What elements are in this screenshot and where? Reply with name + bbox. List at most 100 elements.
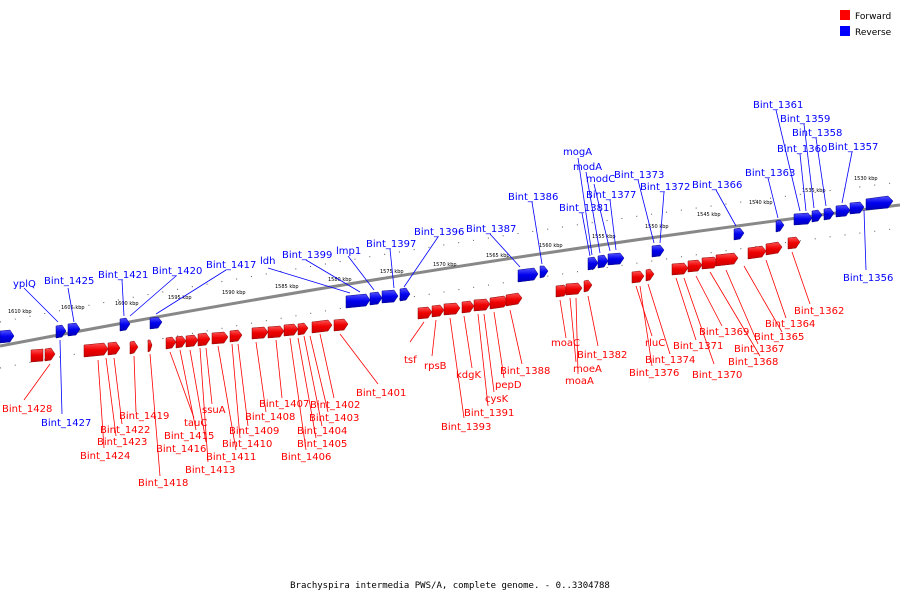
gene-arrow[interactable] bbox=[30, 348, 44, 363]
gene-label[interactable]: Bint_1417 bbox=[206, 260, 256, 271]
gene-arrow[interactable] bbox=[565, 282, 583, 296]
gene-arrow[interactable] bbox=[55, 324, 67, 339]
gene-arrow[interactable] bbox=[283, 323, 299, 337]
gene-arrow[interactable] bbox=[651, 244, 665, 258]
gene-arrow[interactable] bbox=[787, 236, 801, 250]
gene-label[interactable]: Bint_1415 bbox=[164, 431, 214, 442]
gene-arrow[interactable] bbox=[849, 201, 865, 215]
gene-arrow[interactable] bbox=[517, 267, 539, 283]
gene-label[interactable]: tauC bbox=[184, 418, 207, 429]
gene-label[interactable]: rpsB bbox=[424, 361, 447, 372]
gene-arrow[interactable] bbox=[185, 334, 199, 348]
gene-arrow[interactable] bbox=[175, 335, 187, 349]
gene-label[interactable]: Bint_1386 bbox=[508, 192, 558, 203]
gene-label[interactable]: Bint_1367 bbox=[734, 344, 784, 355]
gene-label[interactable]: Bint_1388 bbox=[500, 366, 550, 377]
gene-label[interactable]: Bint_1361 bbox=[753, 100, 803, 111]
gene-label[interactable]: Bint_1423 bbox=[97, 437, 147, 448]
gene-arrow[interactable] bbox=[267, 325, 285, 339]
gene-label[interactable]: Bint_1406 bbox=[281, 452, 331, 463]
gene-label[interactable]: modC bbox=[586, 174, 615, 185]
gene-arrow[interactable] bbox=[765, 241, 783, 256]
gene-label[interactable]: moeA bbox=[573, 364, 602, 375]
gene-arrow[interactable] bbox=[129, 340, 139, 355]
gene-label[interactable]: Bint_1377 bbox=[586, 190, 636, 201]
gene-label[interactable]: Bint_1397 bbox=[366, 239, 416, 250]
gene-arrow[interactable] bbox=[747, 245, 767, 260]
gene-label[interactable]: Bint_1382 bbox=[577, 350, 627, 361]
gene-label[interactable]: modA bbox=[573, 162, 602, 173]
gene-arrow[interactable] bbox=[733, 227, 745, 241]
gene-arrow[interactable] bbox=[107, 341, 121, 356]
gene-label[interactable]: Bint_1370 bbox=[692, 370, 742, 381]
gene-label[interactable]: Bint_1359 bbox=[780, 114, 830, 125]
gene-label[interactable]: Bint_1360 bbox=[777, 144, 827, 155]
gene-arrow[interactable] bbox=[67, 322, 81, 337]
gene-arrow[interactable] bbox=[417, 306, 433, 320]
gene-arrow[interactable] bbox=[44, 347, 56, 362]
gene-label[interactable]: Bint_1368 bbox=[728, 357, 778, 368]
gene-arrow[interactable] bbox=[645, 268, 655, 282]
gene-label[interactable]: lmp1 bbox=[336, 246, 361, 257]
gene-arrow[interactable] bbox=[297, 322, 309, 336]
gene-label[interactable]: tsf bbox=[404, 355, 417, 366]
gene-arrow[interactable] bbox=[473, 298, 491, 312]
gene-arrow[interactable] bbox=[607, 252, 625, 266]
gene-label[interactable]: Bint_1407 bbox=[259, 399, 309, 410]
gene-arrow[interactable] bbox=[333, 318, 349, 332]
gene-arrow[interactable] bbox=[823, 207, 835, 221]
gene-label[interactable]: moaC bbox=[551, 338, 580, 349]
gene-label[interactable]: Bint_1396 bbox=[414, 227, 464, 238]
gene-label[interactable]: Bint_1387 bbox=[466, 224, 516, 235]
gene-label[interactable]: Bint_1358 bbox=[792, 128, 842, 139]
gene-arrow[interactable] bbox=[165, 336, 177, 350]
gene-label[interactable]: Bint_1418 bbox=[138, 478, 188, 489]
gene-label[interactable]: Bint_1372 bbox=[640, 182, 690, 193]
gene-label[interactable]: Bint_1373 bbox=[614, 170, 664, 181]
gene-label[interactable]: Bint_1416 bbox=[156, 444, 206, 455]
gene-arrow[interactable] bbox=[835, 204, 851, 218]
gene-arrow[interactable] bbox=[0, 329, 15, 344]
gene-label[interactable]: Bint_1374 bbox=[645, 355, 695, 366]
gene-label[interactable]: Bint_1363 bbox=[745, 168, 795, 179]
gene-arrow[interactable] bbox=[381, 289, 399, 304]
gene-arrow[interactable] bbox=[311, 319, 333, 334]
gene-label[interactable]: mogA bbox=[563, 147, 592, 158]
gene-label[interactable]: Bint_1427 bbox=[41, 418, 91, 429]
gene-label[interactable]: Bint_1403 bbox=[309, 413, 359, 424]
gene-label[interactable]: Bint_1364 bbox=[765, 319, 815, 330]
gene-label[interactable]: Bint_1413 bbox=[185, 465, 235, 476]
gene-label[interactable]: Bint_1428 bbox=[2, 404, 52, 415]
gene-label[interactable]: Bint_1420 bbox=[152, 266, 202, 277]
gene-label[interactable]: Bint_1381 bbox=[559, 203, 609, 214]
gene-arrow[interactable] bbox=[147, 339, 153, 353]
gene-arrow[interactable] bbox=[461, 300, 475, 314]
gene-label[interactable]: Bint_1366 bbox=[692, 180, 742, 191]
gene-arrow[interactable] bbox=[197, 332, 211, 347]
gene-label[interactable]: Bint_1425 bbox=[44, 276, 94, 287]
gene-label[interactable]: ssuA bbox=[202, 405, 226, 416]
gene-arrow[interactable] bbox=[671, 262, 689, 276]
gene-arrow[interactable] bbox=[597, 254, 609, 269]
gene-label[interactable]: Bint_1410 bbox=[222, 439, 272, 450]
gene-label[interactable]: Bint_1402 bbox=[310, 400, 360, 411]
gene-arrow[interactable] bbox=[775, 219, 785, 233]
gene-arrow[interactable] bbox=[811, 209, 823, 223]
gene-label[interactable]: Bint_1408 bbox=[245, 412, 295, 423]
gene-arrow[interactable] bbox=[505, 292, 523, 307]
gene-arrow[interactable] bbox=[211, 331, 229, 345]
gene-label[interactable]: Bint_1362 bbox=[794, 306, 844, 317]
gene-arrow[interactable] bbox=[539, 265, 549, 279]
gene-label[interactable]: Bint_1419 bbox=[119, 411, 169, 422]
gene-arrow[interactable] bbox=[229, 329, 243, 343]
gene-arrow[interactable] bbox=[687, 259, 703, 273]
gene-label[interactable]: Bint_1422 bbox=[100, 425, 150, 436]
gene-label[interactable]: Bint_1411 bbox=[206, 452, 256, 463]
gene-arrow[interactable] bbox=[431, 304, 445, 318]
gene-label[interactable]: Bint_1357 bbox=[828, 142, 878, 153]
gene-label[interactable]: Bint_1365 bbox=[754, 332, 804, 343]
gene-arrow[interactable] bbox=[369, 291, 383, 306]
gene-arrow[interactable] bbox=[631, 270, 645, 284]
gene-arrow[interactable] bbox=[701, 256, 719, 270]
gene-label[interactable]: Bint_1405 bbox=[297, 439, 347, 450]
